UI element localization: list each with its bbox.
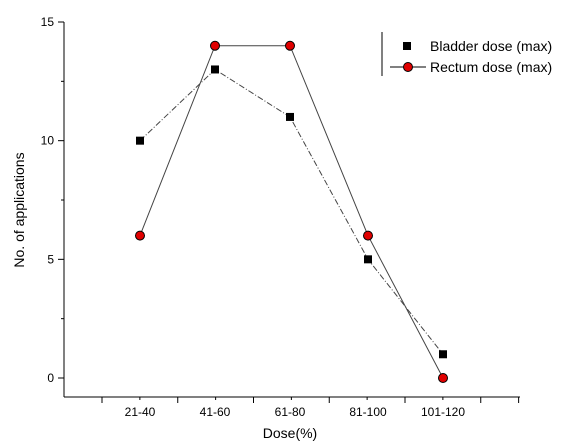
data-point xyxy=(211,65,219,74)
legend: Bladder dose (max) Rectum dose (max) xyxy=(381,32,552,76)
data-point xyxy=(439,350,447,359)
legend-label: Bladder dose (max) xyxy=(430,38,552,54)
y-tick-label: 0 xyxy=(47,371,54,385)
data-point xyxy=(136,136,144,145)
legend-marker xyxy=(403,42,411,50)
x-tick-label: 81-100 xyxy=(349,405,387,419)
data-point xyxy=(210,40,220,51)
axes: 0 5 10 15 21-40 41-60 61-80 81-100 101-120 xyxy=(41,15,520,419)
series-line xyxy=(139,45,444,379)
x-axis-title: Dose(%) xyxy=(263,425,317,441)
x-tick-label: 41-60 xyxy=(200,405,231,419)
y-tick-label: 15 xyxy=(41,15,55,29)
y-tick-label: 5 xyxy=(47,252,54,266)
data-point xyxy=(286,112,294,121)
series-lines xyxy=(139,45,444,379)
data-point xyxy=(438,373,448,383)
data-point xyxy=(363,230,373,241)
x-tick-label: 61-80 xyxy=(275,405,306,419)
series-line xyxy=(139,68,444,355)
x-tick-label: 101-120 xyxy=(421,405,465,419)
y-tick-label: 10 xyxy=(41,134,55,148)
x-tick-label: 21-40 xyxy=(125,405,156,419)
series-markers xyxy=(135,40,448,383)
legend-marker xyxy=(403,62,413,72)
data-point xyxy=(364,255,372,264)
y-axis-title: No. of applications xyxy=(11,152,27,267)
data-point xyxy=(135,230,145,241)
data-point xyxy=(285,40,295,51)
legend-label: Rectum dose (max) xyxy=(430,59,552,75)
